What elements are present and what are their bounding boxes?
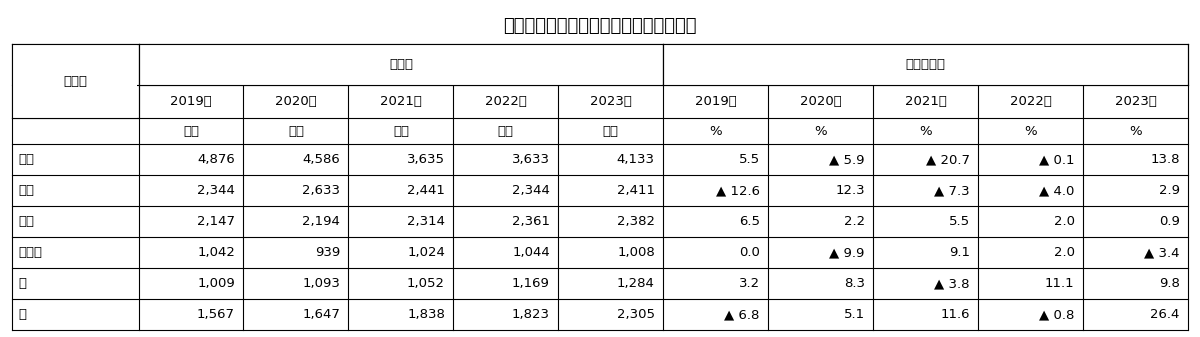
Text: 主要部門別の農業産出額の推移（東北）: 主要部門別の農業産出額の推移（東北） [503, 17, 697, 35]
Text: 1,042: 1,042 [197, 246, 235, 259]
Text: 939: 939 [314, 246, 340, 259]
Text: 億円: 億円 [182, 125, 199, 138]
Text: 3,635: 3,635 [407, 153, 445, 166]
Text: ▲ 3.4: ▲ 3.4 [1144, 246, 1180, 259]
Text: 4,876: 4,876 [197, 153, 235, 166]
Text: 12.3: 12.3 [835, 184, 865, 197]
Text: 2,305: 2,305 [617, 308, 655, 321]
Text: 億円: 億円 [498, 125, 514, 138]
Text: 1,008: 1,008 [617, 246, 655, 259]
Text: 4,586: 4,586 [302, 153, 340, 166]
Text: 1,009: 1,009 [197, 277, 235, 290]
Text: 2.0: 2.0 [1054, 215, 1075, 228]
Text: 2022年: 2022年 [1009, 95, 1051, 109]
Text: 1,838: 1,838 [407, 308, 445, 321]
Text: 2,382: 2,382 [617, 215, 655, 228]
Text: 2023年: 2023年 [1115, 95, 1157, 109]
Text: 11.1: 11.1 [1045, 277, 1075, 290]
Text: 1,823: 1,823 [512, 308, 550, 321]
Text: 果実: 果実 [18, 215, 34, 228]
Text: %: % [1129, 125, 1142, 138]
Text: 2020年: 2020年 [275, 95, 317, 109]
Text: ▲ 4.0: ▲ 4.0 [1039, 184, 1075, 197]
Text: 6.5: 6.5 [739, 215, 760, 228]
Text: 区　分: 区 分 [64, 74, 88, 88]
Text: 1,169: 1,169 [512, 277, 550, 290]
Text: ▲ 0.8: ▲ 0.8 [1039, 308, 1075, 321]
Text: 0.9: 0.9 [1159, 215, 1180, 228]
Text: 5.5: 5.5 [739, 153, 760, 166]
Text: 1,024: 1,024 [407, 246, 445, 259]
Text: 億円: 億円 [288, 125, 304, 138]
Text: %: % [1025, 125, 1037, 138]
Text: 5.5: 5.5 [948, 215, 970, 228]
Text: ▲ 9.9: ▲ 9.9 [829, 246, 865, 259]
Text: 2.0: 2.0 [1054, 246, 1075, 259]
Text: ▲ 6.8: ▲ 6.8 [725, 308, 760, 321]
Text: ▲ 12.6: ▲ 12.6 [716, 184, 760, 197]
Text: 肉用牛: 肉用牛 [18, 246, 42, 259]
Text: 2022年: 2022年 [485, 95, 527, 109]
Text: 11.6: 11.6 [941, 308, 970, 321]
Text: 2.2: 2.2 [844, 215, 865, 228]
Text: %: % [919, 125, 932, 138]
Text: 0.0: 0.0 [739, 246, 760, 259]
Text: 26.4: 26.4 [1151, 308, 1180, 321]
Text: 2,411: 2,411 [617, 184, 655, 197]
Text: 豚: 豚 [18, 277, 26, 290]
Text: 2,361: 2,361 [512, 215, 550, 228]
Text: ▲ 5.9: ▲ 5.9 [829, 153, 865, 166]
Text: 1,052: 1,052 [407, 277, 445, 290]
Text: 1,093: 1,093 [302, 277, 340, 290]
Text: 3.2: 3.2 [739, 277, 760, 290]
Text: 8.3: 8.3 [844, 277, 865, 290]
Text: 2,147: 2,147 [197, 215, 235, 228]
Text: 2,344: 2,344 [512, 184, 550, 197]
Text: ▲ 3.8: ▲ 3.8 [935, 277, 970, 290]
Text: 2,441: 2,441 [407, 184, 445, 197]
Text: 2,314: 2,314 [407, 215, 445, 228]
Text: 2.9: 2.9 [1159, 184, 1180, 197]
Text: 前年増減率: 前年増減率 [906, 58, 946, 71]
Text: 5.1: 5.1 [844, 308, 865, 321]
Text: 1,567: 1,567 [197, 308, 235, 321]
Text: 1,647: 1,647 [302, 308, 340, 321]
Text: 2,194: 2,194 [302, 215, 340, 228]
Text: 3,633: 3,633 [512, 153, 550, 166]
Text: 億円: 億円 [602, 125, 619, 138]
Text: 2,344: 2,344 [197, 184, 235, 197]
Text: 2023年: 2023年 [590, 95, 631, 109]
Text: 1,044: 1,044 [512, 246, 550, 259]
Text: 2021年: 2021年 [380, 95, 422, 109]
Text: 産出額: 産出額 [389, 58, 413, 71]
Text: 億円: 億円 [392, 125, 409, 138]
Text: 鶏: 鶏 [18, 308, 26, 321]
Text: %: % [815, 125, 827, 138]
Text: 2019年: 2019年 [695, 95, 737, 109]
Text: 9.8: 9.8 [1159, 277, 1180, 290]
Text: 1,284: 1,284 [617, 277, 655, 290]
Text: 9.1: 9.1 [949, 246, 970, 259]
Text: 2020年: 2020年 [800, 95, 841, 109]
Text: 野菜: 野菜 [18, 184, 34, 197]
Text: 2021年: 2021年 [905, 95, 947, 109]
Text: 2019年: 2019年 [170, 95, 212, 109]
Text: 2,633: 2,633 [302, 184, 340, 197]
Text: ▲ 7.3: ▲ 7.3 [934, 184, 970, 197]
Text: コメ: コメ [18, 153, 34, 166]
Text: ▲ 20.7: ▲ 20.7 [925, 153, 970, 166]
Text: 4,133: 4,133 [617, 153, 655, 166]
Text: %: % [709, 125, 722, 138]
Text: 13.8: 13.8 [1150, 153, 1180, 166]
Text: ▲ 0.1: ▲ 0.1 [1039, 153, 1075, 166]
